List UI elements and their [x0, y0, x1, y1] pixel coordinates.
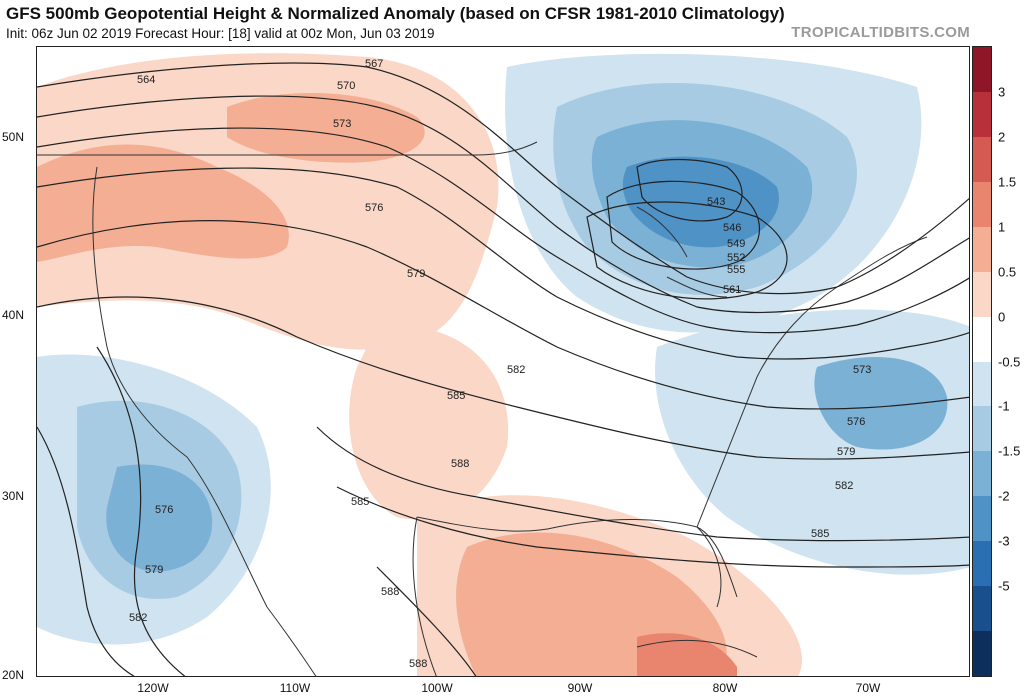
- contour-label: 546: [723, 222, 741, 234]
- colorbar-segment: [973, 361, 991, 407]
- lon-label: 80W: [712, 681, 738, 695]
- contour-label: 576: [365, 202, 383, 214]
- contour-label: 576: [155, 504, 173, 516]
- colorbar: [972, 46, 992, 677]
- contour-label: 585: [811, 528, 829, 540]
- colorbar-label: 0: [998, 309, 1006, 325]
- negative-anomaly-atlantic-core: [814, 357, 948, 450]
- contour-label: 588: [409, 658, 427, 670]
- colorbar-segment: [973, 181, 991, 227]
- colorbar-segment: [973, 631, 991, 677]
- lon-label: 100W: [421, 681, 453, 695]
- colorbar-label: -3: [998, 533, 1010, 549]
- contour-label: 576: [847, 416, 865, 428]
- colorbar-label: 1.5: [998, 174, 1017, 190]
- colorbar-segment: [973, 586, 991, 632]
- contour-label: 582: [507, 364, 525, 376]
- positive-anomaly-north-core: [227, 93, 425, 163]
- map-subtitle: Init: 06z Jun 02 2019 Forecast Hour: [18…: [6, 26, 435, 41]
- contour-label: 585: [351, 496, 369, 508]
- contour-label: 582: [835, 480, 853, 492]
- lon-label: 90W: [567, 681, 593, 695]
- mexico-coast: [266, 516, 437, 676]
- contour-label: 543: [707, 196, 725, 208]
- anomaly-map: 564 567 570 573 576 579 582 585 588 543 …: [37, 47, 969, 676]
- lon-label: 70W: [855, 681, 881, 695]
- contour-label: 555: [727, 264, 745, 276]
- lat-label: 20N: [2, 668, 25, 682]
- contour-label: 570: [337, 80, 355, 92]
- header: GFS 500mb Geopotential Height & Normaliz…: [0, 0, 1024, 46]
- lat-label: 40N: [2, 308, 25, 322]
- us-canada-border: [37, 141, 538, 156]
- contour-label: 585: [447, 390, 465, 402]
- contour-label: 573: [853, 364, 871, 376]
- colorbar-segment: [973, 496, 991, 542]
- colorbar-label: -0.5: [998, 354, 1021, 369]
- contour-label: 579: [407, 268, 425, 280]
- gulf-coast: [416, 516, 738, 598]
- contour-label: 573: [333, 118, 351, 130]
- colorbar-label: 0.5: [998, 264, 1017, 280]
- colorbar-segment: [973, 47, 991, 92]
- map-title: GFS 500mb Geopotential Height & Normaliz…: [6, 4, 785, 23]
- colorbar-label: 2: [998, 129, 1006, 145]
- negative-anomaly-southwest-core: [106, 464, 213, 572]
- colorbar-segment: [973, 91, 991, 137]
- colorbar-segment: [973, 541, 991, 587]
- colorbar-label: 1: [998, 219, 1006, 235]
- colorbar-label: -1.5: [998, 443, 1021, 459]
- contour-label: 579: [837, 446, 855, 458]
- colorbar-label: -2: [998, 488, 1010, 504]
- colorbar-label: -5: [998, 578, 1010, 594]
- credit-watermark: TROPICALTIDBITS.COM: [791, 24, 970, 41]
- positive-anomaly-northwest-core: [37, 144, 289, 262]
- colorbar-segment: [973, 451, 991, 497]
- great-lakes: [636, 206, 728, 298]
- contour-label: 552: [727, 252, 745, 264]
- lat-label: 30N: [2, 489, 25, 503]
- colorbar-segment: [973, 271, 991, 317]
- map-panel: 564 567 570 573 576 579 582 585 588 543 …: [36, 46, 970, 677]
- contour-label: 588: [451, 458, 469, 470]
- contour-label: 561: [723, 284, 741, 296]
- colorbar-segment: [973, 406, 991, 452]
- contour-label: 549: [727, 238, 745, 250]
- contour-label-group: 564 567 570 573 576 579 582 585 588 543 …: [129, 58, 871, 670]
- contour-label: 582: [129, 612, 147, 624]
- contour-label: 588: [381, 586, 399, 598]
- positive-anomaly-caribbean: [637, 633, 737, 676]
- contour-label: 564: [137, 74, 155, 86]
- contour-label: 579: [145, 564, 163, 576]
- height-contours: [37, 62, 969, 676]
- colorbar-label: -1: [998, 398, 1010, 414]
- lon-label: 120W: [137, 681, 169, 695]
- west-coast: [92, 166, 268, 608]
- lon-label: 110W: [279, 681, 311, 695]
- colorbar-segment: [973, 136, 991, 182]
- colorbar-segment: [973, 316, 991, 362]
- contour-label: 567: [365, 58, 383, 70]
- colorbar-segment: [973, 226, 991, 272]
- colorbar-label: 3: [998, 84, 1006, 100]
- lat-label: 50N: [2, 130, 25, 144]
- cuba: [636, 639, 758, 658]
- positive-anomaly-southern-plains: [349, 325, 509, 520]
